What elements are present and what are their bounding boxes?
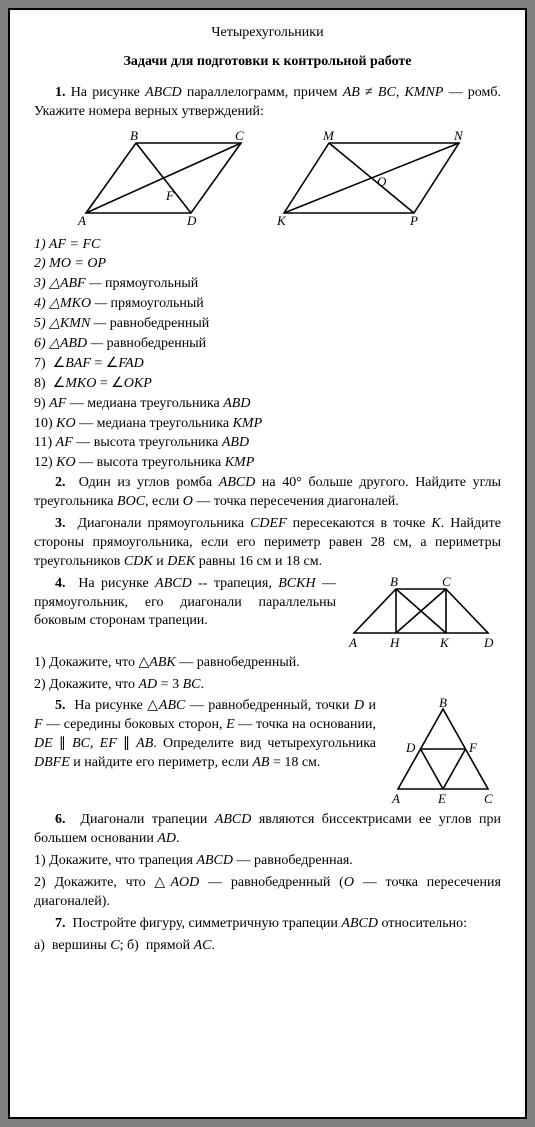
task6-1: 1) Докажите, что трапеция ABCD — равнобе… (34, 852, 501, 871)
t1-item-5: 5) △KMN — равнобедренный (34, 315, 501, 334)
label-A5: A (391, 791, 400, 806)
t1-item-10: 10) KO — медиана треугольника KMP (34, 415, 501, 434)
label-A4: A (348, 635, 357, 650)
label-K4: K (439, 635, 450, 650)
task4-1: 1) Докажите, что △ABK — равнобедренный. (34, 654, 501, 673)
label-M: M (322, 128, 335, 143)
label-D: D (186, 213, 197, 228)
t1-item-11: 11) AF — высота треугольника ABD (34, 434, 501, 453)
task3: 3. Диагонали прямоугольника CDEF пересек… (34, 515, 501, 572)
label-K: K (276, 213, 287, 228)
task7-intro: 7. Постройте фигуру, симметричную трапец… (34, 915, 501, 934)
label-C: C (235, 128, 244, 143)
task4-2: 2) Докажите, что AD = 3 BC. (34, 676, 501, 695)
label-F5: F (468, 740, 478, 755)
label-B4: B (390, 575, 398, 589)
label-F: F (165, 188, 175, 203)
label-O: O (377, 174, 387, 189)
label-E5: E (437, 791, 446, 806)
t1-item-9: 9) AF — медиана треугольника ABD (34, 395, 501, 414)
task5-row: 5. На рисунке △ABC — равнобедренный, точ… (34, 697, 501, 807)
label-C5: C (484, 791, 493, 806)
page: Четырехугольники Задачи для подготовки к… (8, 8, 527, 1119)
label-N: N (453, 128, 464, 143)
t1-item-7: 7) ∠BAF = ∠FAD (34, 355, 501, 374)
task6-intro: 6. Диагонали трапеции ABCD являются бисс… (34, 811, 501, 849)
label-H4: H (389, 635, 400, 650)
task7-ab: а) вершины C; б) прямой AC. (34, 937, 501, 956)
t1-item-8: 8) ∠MKO = ∠OKP (34, 375, 501, 394)
t1-item-1: 1) AF = FC (34, 236, 501, 255)
t1-item-3: 3) △ABF — прямоугольный (34, 275, 501, 294)
t1-item-4: 4) △MKO — прямоугольный (34, 295, 501, 314)
t1-item-6: 6) △ABD — равнобедренный (34, 335, 501, 354)
label-B5: B (439, 697, 447, 710)
label-C4: C (442, 575, 451, 589)
label-B: B (130, 128, 138, 143)
label-P: P (409, 213, 418, 228)
figure-rhombus: K M N P O (269, 128, 469, 228)
figure-triangle: A B C D F E (386, 697, 501, 807)
task5-intro: 5. На рисунке △ABC — равнобедренный, точ… (34, 697, 376, 773)
t1-item-2: 2) MO = OP (34, 255, 501, 274)
figure-parallelogram: A B C D F (66, 128, 251, 228)
figure-trapezoid: A B C D H K (346, 575, 501, 650)
label-A: A (77, 213, 86, 228)
figure-row-1: A B C D F K M N P O (34, 128, 501, 228)
task2: 2. Один из углов ромба ABCD на 40° больш… (34, 474, 501, 512)
task1-intro: 1. На рисунке ABCD параллелограмм, приче… (34, 84, 501, 122)
task4-intro: 4. На рисунке ABCD -- трапеция, BCKH — п… (34, 575, 336, 632)
label-D5: D (405, 740, 416, 755)
subtitle: Задачи для подготовки к контрольной рабо… (34, 53, 501, 72)
t1-item-12: 12) KO — высота треугольника KMP (34, 454, 501, 473)
task4-row: 4. На рисунке ABCD -- трапеция, BCKH — п… (34, 575, 501, 650)
main-title: Четырехугольники (34, 24, 501, 43)
label-D4: D (483, 635, 494, 650)
task6-2: 2) Докажите, что △AOD — равнобедренный (… (34, 874, 501, 912)
